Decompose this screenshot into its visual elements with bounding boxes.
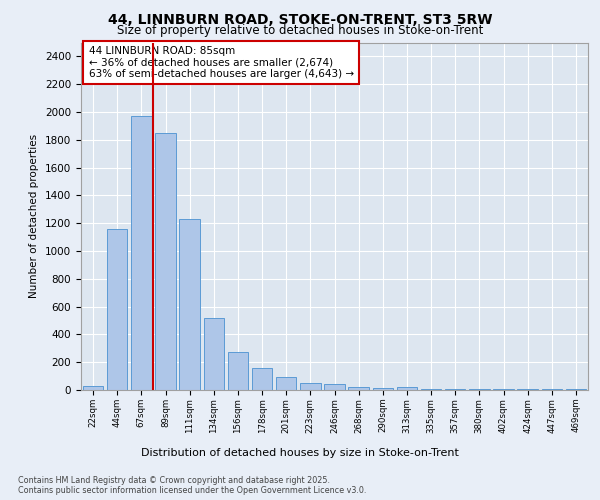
Bar — [349, 386, 369, 390]
Bar — [324, 384, 345, 390]
Bar — [203, 318, 224, 390]
Text: Contains HM Land Registry data © Crown copyright and database right 2025.: Contains HM Land Registry data © Crown c… — [18, 476, 330, 485]
Bar — [131, 116, 152, 390]
Text: Contains public sector information licensed under the Open Government Licence v3: Contains public sector information licen… — [18, 486, 367, 495]
Text: Size of property relative to detached houses in Stoke-on-Trent: Size of property relative to detached ho… — [117, 24, 483, 37]
Bar — [107, 229, 127, 390]
Y-axis label: Number of detached properties: Number of detached properties — [29, 134, 40, 298]
Bar — [155, 133, 176, 390]
Bar — [227, 352, 248, 390]
Bar — [300, 383, 320, 390]
Bar — [252, 368, 272, 390]
Bar — [83, 386, 103, 390]
Text: Distribution of detached houses by size in Stoke-on-Trent: Distribution of detached houses by size … — [141, 448, 459, 458]
Bar — [276, 378, 296, 390]
Bar — [179, 219, 200, 390]
Bar — [397, 387, 417, 390]
Text: 44 LINNBURN ROAD: 85sqm
← 36% of detached houses are smaller (2,674)
63% of semi: 44 LINNBURN ROAD: 85sqm ← 36% of detache… — [89, 46, 354, 79]
Bar — [373, 388, 393, 390]
Text: 44, LINNBURN ROAD, STOKE-ON-TRENT, ST3 5RW: 44, LINNBURN ROAD, STOKE-ON-TRENT, ST3 5… — [108, 12, 492, 26]
